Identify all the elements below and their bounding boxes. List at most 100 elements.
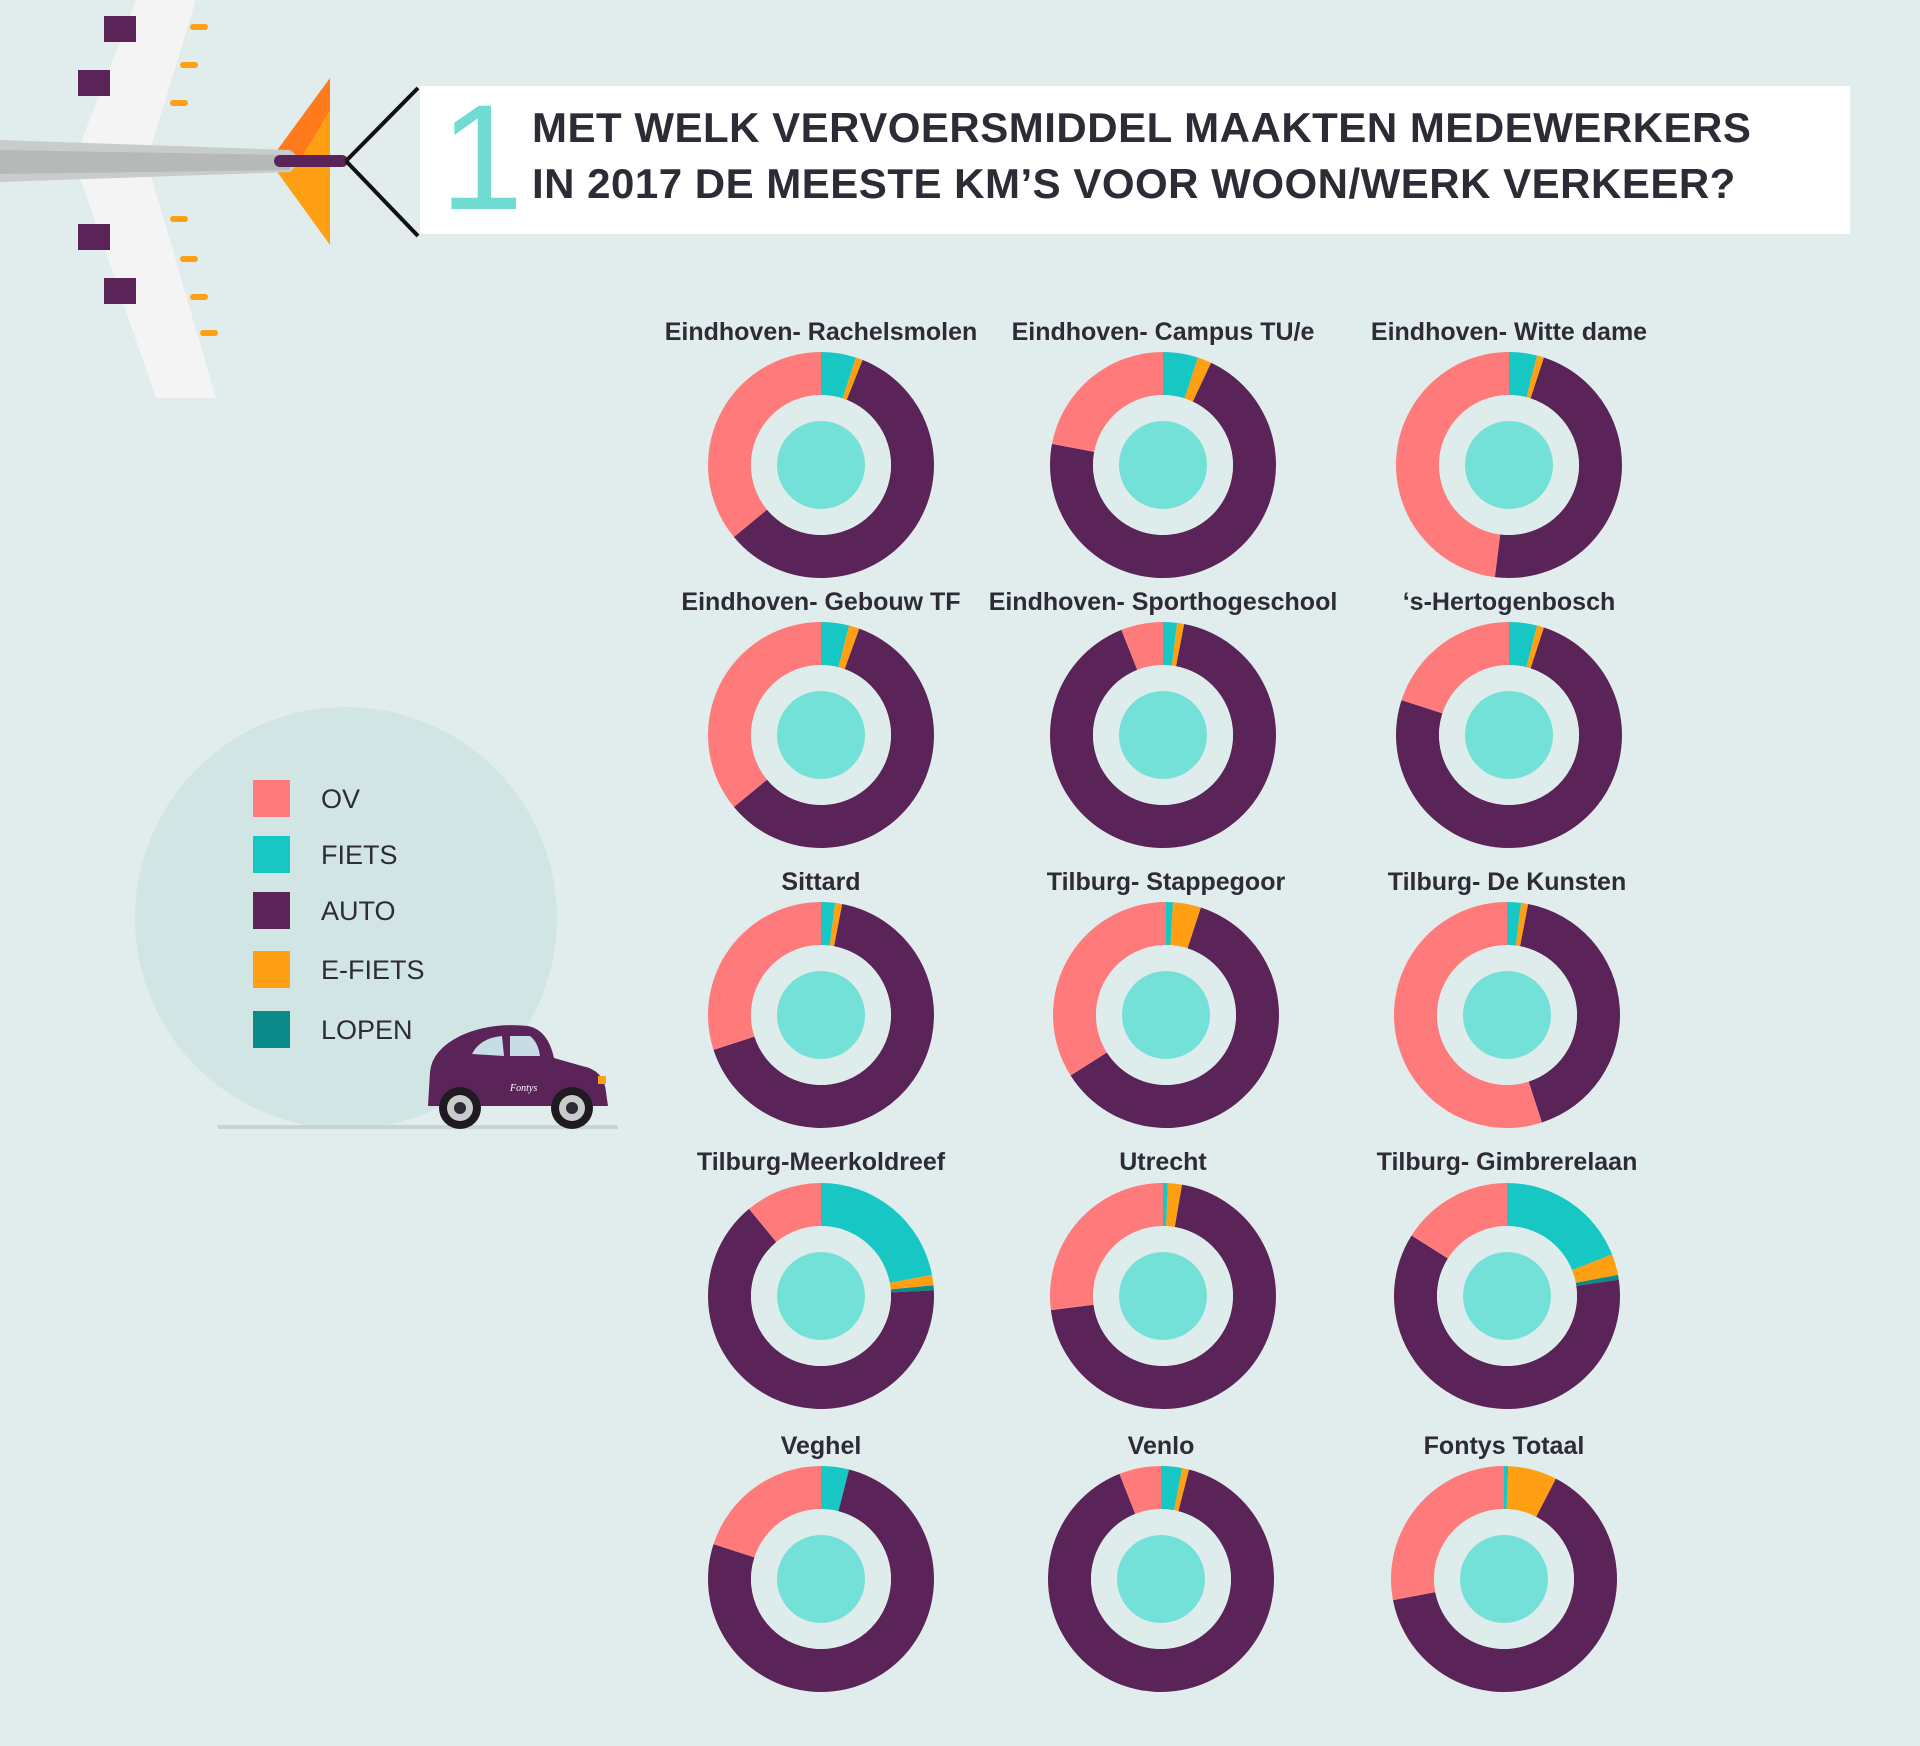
plane-engine — [104, 278, 136, 304]
donut-slice-auto — [708, 1208, 934, 1409]
donut-slice-auto — [1050, 362, 1277, 579]
donut-chart — [1396, 352, 1622, 578]
donut-slice-ov — [713, 1466, 821, 1558]
donut-center — [777, 971, 865, 1059]
donut-slice-ov — [708, 902, 821, 1050]
donut-slice-e-fiets — [838, 625, 860, 670]
donut-slice-ov — [1119, 1466, 1161, 1514]
donut-chart — [1394, 902, 1620, 1128]
donut-chart — [1050, 352, 1277, 579]
donut-slice-ov — [1394, 902, 1542, 1128]
donut-slice-e-fiets — [1572, 1254, 1618, 1283]
donut-slice-auto — [1394, 1235, 1620, 1409]
car-wheel-rear — [439, 1087, 481, 1129]
donut-center — [777, 1535, 865, 1623]
donut-center — [777, 1252, 865, 1340]
donut-slice-lopen — [1575, 1274, 1619, 1286]
chart-title: Eindhoven- Campus TU/e — [1011, 318, 1315, 346]
donut-center — [1119, 691, 1207, 779]
donut-slice-lopen — [890, 1285, 934, 1293]
legend-label-e-fiets: E-FIETS — [321, 955, 425, 985]
plane-wing-upper — [78, 0, 196, 150]
question-number: 1 — [440, 73, 524, 241]
plane-exhaust-dashes — [170, 24, 218, 336]
tow-rope — [344, 86, 420, 238]
donut-slice-fiets — [1161, 1466, 1183, 1511]
donut-center — [1119, 1252, 1207, 1340]
donut-slice-fiets — [1507, 902, 1522, 946]
donut-slice-e-fiets — [1166, 1183, 1183, 1228]
donut-slice-fiets — [821, 352, 856, 399]
donut-chart — [707, 622, 934, 848]
donut-slice-fiets — [1163, 352, 1198, 399]
plane-tail-upper-light — [300, 110, 330, 160]
donut-chart — [1394, 1183, 1620, 1409]
car-headlight — [598, 1076, 606, 1084]
donut-slice-auto — [1050, 1184, 1276, 1409]
legend-swatch-auto — [253, 892, 290, 929]
donut-chart — [1396, 622, 1623, 849]
plane-tow-bar — [274, 155, 348, 167]
chart-title: Veghel — [780, 1432, 862, 1460]
car-body — [428, 1025, 608, 1106]
donut-slice-auto — [1393, 1478, 1617, 1692]
chart-title: ‘s-Hertogenbosch — [1402, 588, 1616, 616]
plane-engine — [78, 224, 110, 250]
donut-chart — [1050, 622, 1277, 848]
donut-slice-fiets — [1509, 622, 1538, 668]
donut-chart — [708, 1466, 934, 1692]
donut-center — [1122, 971, 1210, 1059]
airplane-illustration — [0, 0, 420, 398]
chart-title: Fontys Totaal — [1423, 1432, 1585, 1460]
donut-center — [1119, 421, 1207, 509]
chart-title: Venlo — [1127, 1432, 1195, 1460]
legend-swatch-e-fiets — [253, 951, 290, 988]
donut-chart — [708, 902, 934, 1128]
donut-slice-fiets — [1504, 1466, 1509, 1510]
donut-slice-e-fiets — [842, 357, 863, 400]
donut-slice-ov — [748, 1183, 821, 1243]
donut-slice-fiets — [821, 1183, 932, 1283]
car-wheel-front — [551, 1087, 593, 1129]
donut-slice-auto — [1070, 907, 1279, 1128]
donut-slice-fiets — [1507, 1183, 1613, 1271]
ground-line — [218, 1125, 618, 1129]
donut-slice-e-fiets — [1526, 625, 1544, 669]
legend-swatch-lopen — [253, 1011, 290, 1048]
donut-slice-e-fiets — [1171, 622, 1185, 667]
donut-slice-ov — [707, 352, 821, 538]
donut-slice-ov — [1391, 1466, 1504, 1601]
donut-chart — [1048, 1466, 1275, 1692]
chart-title: Eindhoven- Gebouw TF — [681, 588, 961, 616]
plane-engine — [78, 70, 110, 96]
donut-slice-e-fiets — [1515, 902, 1529, 947]
chart-title: Eindhoven- Sporthogeschool — [988, 588, 1338, 616]
car-brand-text: Fontys — [509, 1083, 537, 1094]
donut-slice-ov — [1411, 1183, 1507, 1259]
donut-slice-auto — [713, 904, 934, 1128]
donut-slice-auto — [733, 359, 935, 579]
chart-title: Tilburg- De Kunsten — [1387, 868, 1627, 896]
donut-center — [1463, 1252, 1551, 1340]
donut-slice-e-fiets — [1506, 1466, 1556, 1517]
plane-fuselage-body — [0, 150, 290, 174]
donut-slice-ov — [1401, 622, 1509, 714]
donut-chart — [707, 352, 935, 579]
donut-chart — [1053, 902, 1279, 1128]
donut-slice-ov — [1121, 622, 1163, 670]
car-window-front — [472, 1036, 504, 1056]
chart-title: Tilburg-Meerkoldreef — [696, 1148, 946, 1176]
donut-slice-e-fiets — [1174, 1468, 1190, 1512]
title-banner — [420, 86, 1850, 234]
donut-slice-auto — [1048, 1469, 1275, 1692]
donut-center — [1460, 1535, 1548, 1623]
donut-slice-e-fiets — [889, 1274, 934, 1290]
donut-slice-auto — [1494, 357, 1622, 578]
donut-slice-e-fiets — [1526, 355, 1544, 399]
chart-title: Tilburg- Stappegoor — [1046, 868, 1286, 896]
donut-slice-auto — [708, 1469, 934, 1692]
donut-center — [1463, 971, 1551, 1059]
donut-slice-fiets — [821, 902, 836, 946]
donut-slice-ov — [1049, 1183, 1163, 1311]
donut-slice-fiets — [821, 1466, 850, 1512]
